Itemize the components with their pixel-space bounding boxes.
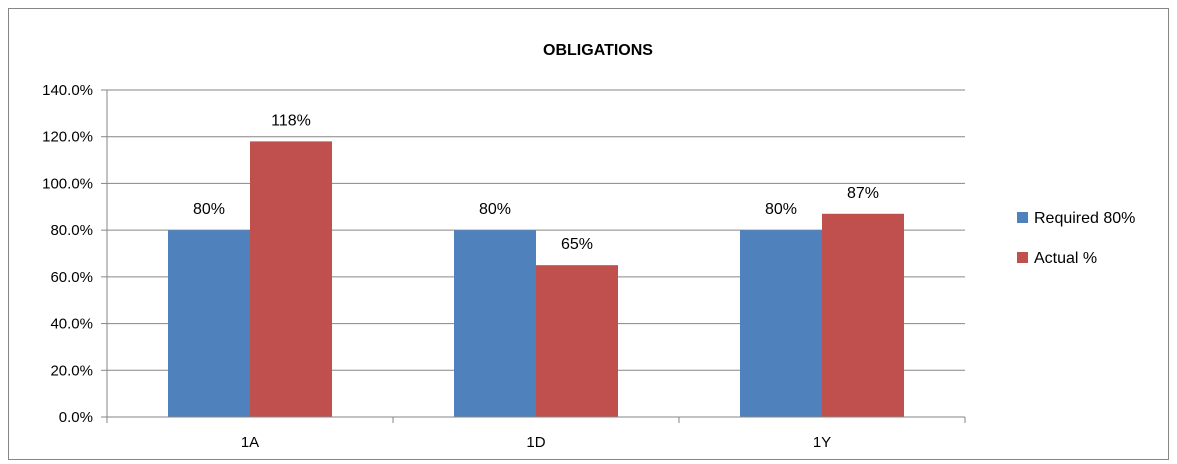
bar (822, 213, 904, 417)
x-axis: 1A 1D 1Y (106, 90, 966, 451)
data-label: 118% (271, 112, 311, 129)
data-label: 87% (847, 185, 879, 202)
data-label: 65% (561, 236, 593, 253)
data-label: 80% (479, 201, 511, 218)
y-tick-label: 20.0% (50, 362, 93, 379)
legend-label: Required 80% (1034, 210, 1135, 227)
bar (250, 141, 332, 417)
bar (168, 230, 250, 417)
bar (454, 230, 536, 417)
data-labels: 80% 118% 80% 65% 80% 87% (193, 112, 879, 253)
y-axis-ticks: 0.0% 20.0% 40.0% 60.0% 80.0% 100.0% 120.0% 140.… (42, 82, 107, 426)
y-tick-label: 0.0% (59, 409, 93, 426)
x-tick-label: 1Y (813, 434, 831, 451)
legend: Required 80% Actual % (1017, 210, 1135, 267)
data-label: 80% (193, 201, 225, 218)
bar (536, 265, 618, 417)
x-tick-label: 1D (526, 434, 545, 451)
y-tick-label: 60.0% (50, 269, 93, 286)
legend-swatch (1017, 252, 1028, 263)
legend-swatch (1017, 212, 1028, 223)
y-tick-label: 100.0% (42, 175, 93, 192)
y-tick-label: 40.0% (50, 316, 93, 333)
bars (168, 141, 904, 417)
y-tick-label: 140.0% (42, 82, 93, 99)
y-tick-label: 80.0% (50, 222, 93, 239)
y-tick-label: 120.0% (42, 129, 93, 146)
chart-title: OBLIGATIONS (543, 42, 653, 59)
x-tick-label: 1A (241, 434, 259, 451)
data-label: 80% (765, 201, 797, 218)
legend-label: Actual % (1034, 250, 1097, 267)
bar (740, 230, 822, 417)
